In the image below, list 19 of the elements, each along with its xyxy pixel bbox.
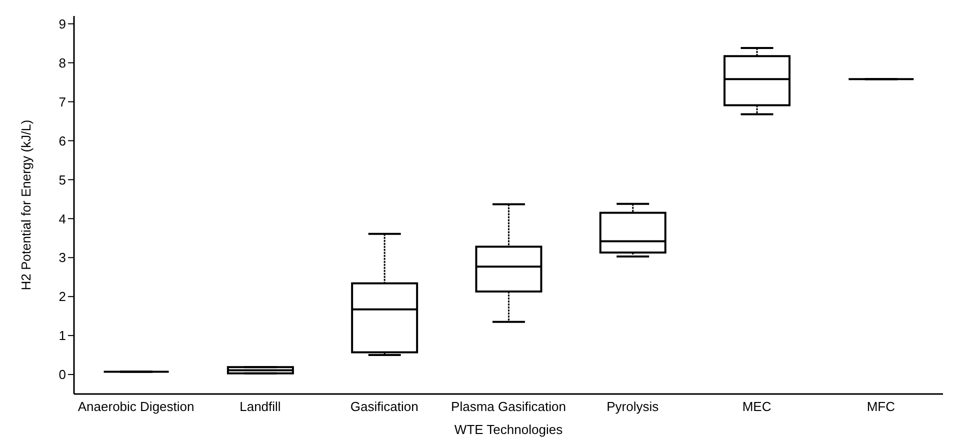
x-tick-label: MFC bbox=[866, 399, 896, 414]
y-tick-label: 5 bbox=[58, 172, 66, 188]
y-tick-label: 9 bbox=[58, 16, 66, 32]
x-tick-label: Anaerobic Digestion bbox=[78, 399, 194, 414]
y-tick-label: 1 bbox=[58, 328, 66, 344]
y-tick-label: 0 bbox=[58, 367, 66, 382]
y-tick-label: 3 bbox=[58, 250, 66, 266]
x-tick-label: Pyrolysis bbox=[606, 399, 660, 414]
y-tick-label: 7 bbox=[58, 94, 66, 110]
x-tick-label: Landfill bbox=[240, 399, 281, 414]
y-tick-label: 6 bbox=[58, 133, 66, 148]
x-tick-label: Gasification bbox=[350, 399, 418, 414]
y-tick-label: 2 bbox=[58, 289, 66, 304]
x-axis-title: WTE Technologies bbox=[454, 422, 564, 437]
y-tick-label: 8 bbox=[58, 55, 66, 70]
x-tick-label: Plasma Gasification bbox=[451, 399, 566, 414]
y-axis-title: H2 Potential for Energy (kJ/L) bbox=[18, 120, 34, 290]
x-tick-label: MEC bbox=[742, 399, 772, 414]
y-tick-label: 4 bbox=[58, 211, 66, 226]
